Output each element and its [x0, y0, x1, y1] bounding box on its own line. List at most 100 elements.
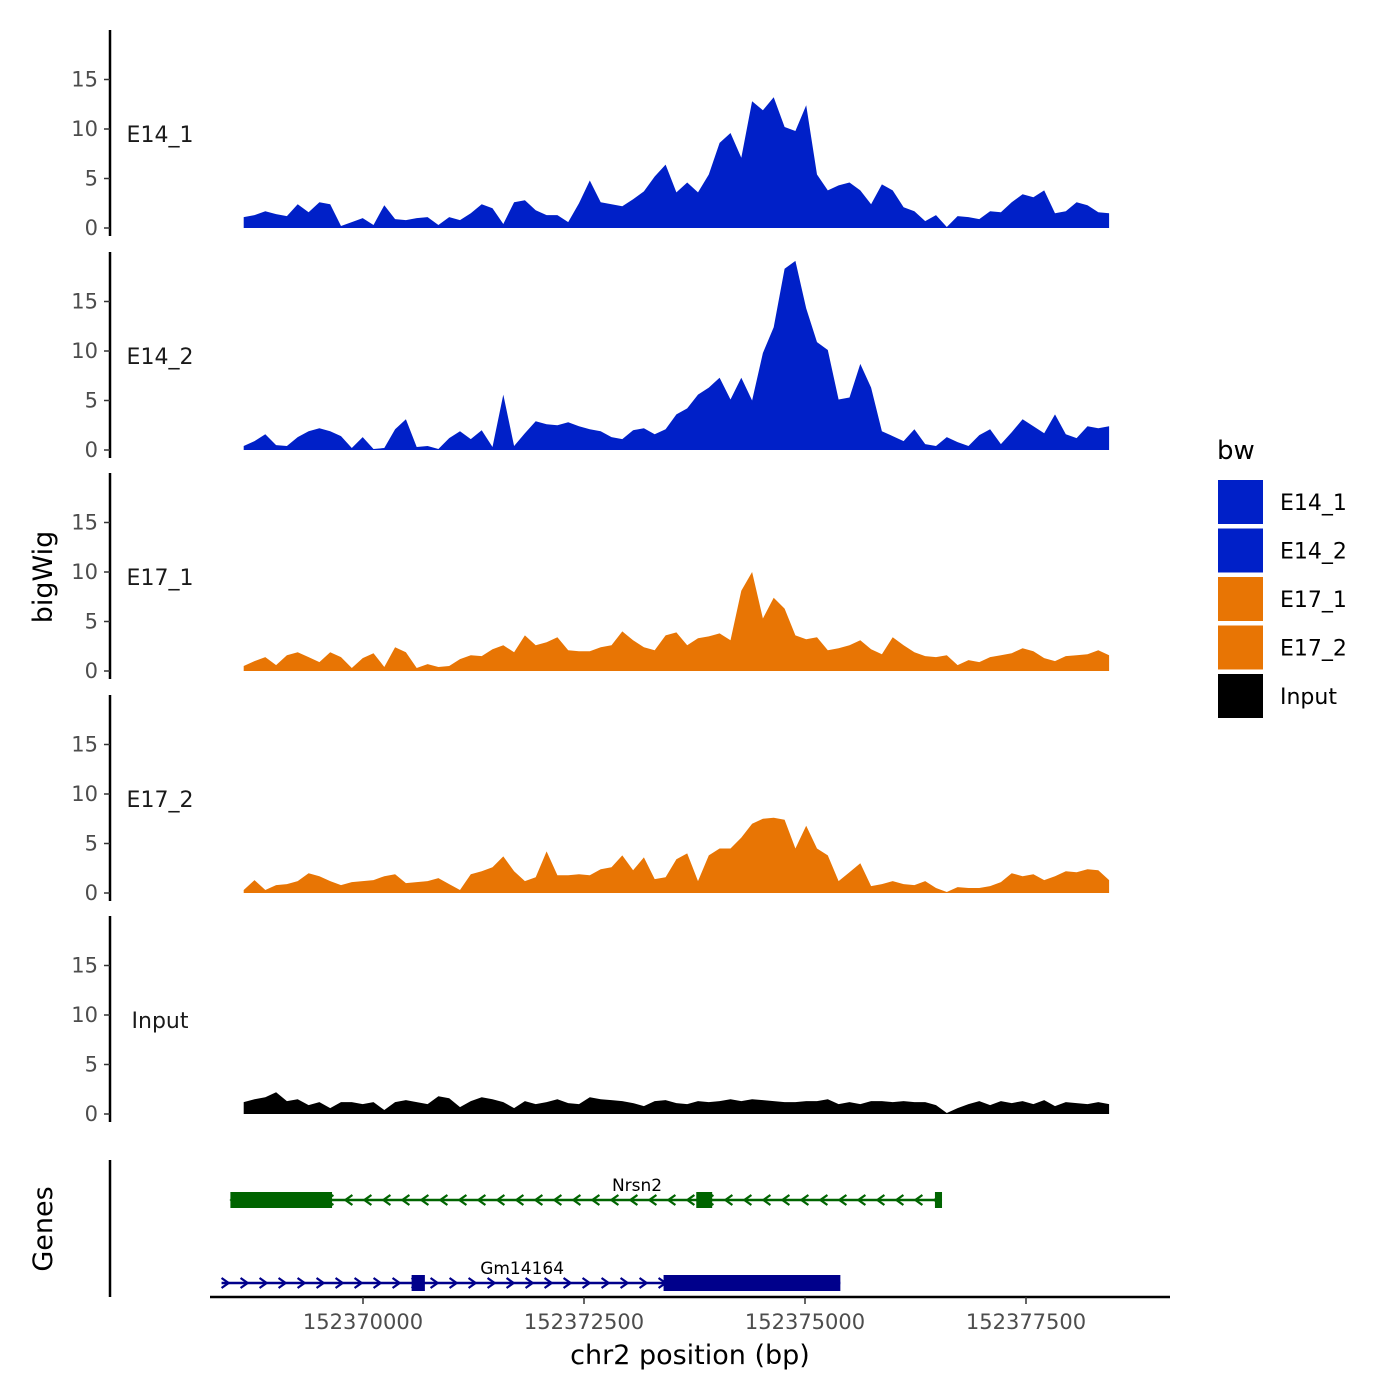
strand-arrow [799, 1194, 810, 1206]
y-tick-label: 5 [85, 610, 98, 634]
strand-arrow [533, 1194, 544, 1206]
x-tick-label: 152375000 [745, 1310, 865, 1334]
y-tick-label: 0 [85, 1102, 98, 1126]
track-label: E17_1 [127, 566, 194, 591]
y-tick-label: 0 [85, 216, 98, 240]
strand-arrow [438, 1194, 449, 1206]
track-label: E14_1 [127, 123, 194, 148]
track-label: Input [132, 1009, 189, 1034]
track-panel: 0 5 10 15 E17_2 [71, 695, 1110, 905]
strand-arrow [875, 1194, 886, 1206]
strand-arrow [362, 1194, 373, 1206]
gene-label: Nrsn2 [612, 1176, 662, 1196]
strand-arrow [818, 1194, 829, 1206]
gene-exon [230, 1192, 333, 1208]
y-tick-label: 15 [71, 290, 98, 314]
strand-arrow [524, 1277, 535, 1289]
strand-arrow [600, 1277, 611, 1289]
strand-arrow [666, 1194, 677, 1206]
strand-arrow [495, 1194, 506, 1206]
strand-arrow [571, 1194, 582, 1206]
strand-arrow [913, 1194, 924, 1206]
gene-model: Gm14164 [220, 1259, 841, 1291]
bigwig-tracks: 0 5 10 15 E14_1 0 5 10 15 E14_2 0 5 10 15 E17_1 0 5 10 15 E… [71, 30, 1110, 1126]
legend-swatch [1218, 674, 1263, 718]
strand-arrow [609, 1194, 620, 1206]
gene-exon [934, 1192, 943, 1208]
strand-arrow [619, 1277, 630, 1289]
gene-exon [696, 1192, 713, 1208]
y-tick-label: 10 [71, 117, 98, 141]
y-tick-label: 5 [85, 1053, 98, 1077]
strand-arrow [476, 1194, 487, 1206]
strand-arrow [343, 1194, 354, 1206]
legend-label: E14_1 [1280, 491, 1347, 516]
legend-swatch [1218, 528, 1263, 573]
gene-track: Gm14164 Nrsn2 [108, 1160, 943, 1297]
strand-arrow [381, 1194, 392, 1206]
track-label: E17_2 [127, 788, 194, 813]
strand-arrow [258, 1277, 269, 1289]
x-axis: 152370000 152372500 152375000 152377500 [210, 1295, 1170, 1334]
strand-arrow [514, 1194, 525, 1206]
strand-arrow [457, 1194, 468, 1206]
y-tick-label: 5 [85, 389, 98, 413]
legend-label: E17_1 [1280, 588, 1347, 613]
strand-arrow [894, 1194, 905, 1206]
track-panel: 0 5 10 15 E14_1 [71, 30, 1110, 240]
strand-arrow [723, 1194, 734, 1206]
signal-area [243, 260, 1110, 450]
strand-arrow [647, 1194, 658, 1206]
x-tick-label: 152377500 [966, 1310, 1086, 1334]
strand-arrow [419, 1194, 430, 1206]
strand-arrow [742, 1194, 753, 1206]
y-tick-label: 15 [71, 68, 98, 92]
strand-arrow [429, 1277, 440, 1289]
signal-area [243, 1092, 1110, 1114]
strand-arrow [296, 1277, 307, 1289]
strand-arrow [590, 1194, 601, 1206]
strand-arrow [562, 1277, 573, 1289]
y-tick-label: 15 [71, 954, 98, 978]
strand-arrow [638, 1277, 649, 1289]
legend-label: E17_2 [1280, 637, 1347, 662]
strand-arrow [486, 1277, 497, 1289]
track-panel: 0 5 10 15 Input [71, 916, 1110, 1126]
track-label: E14_2 [127, 345, 194, 370]
y-tick-label: 0 [85, 659, 98, 683]
strand-arrow [467, 1277, 478, 1289]
strand-arrow [277, 1277, 288, 1289]
y-tick-label: 15 [71, 511, 98, 535]
track-panel: 0 5 10 15 E14_2 [71, 252, 1110, 462]
y-tick-label: 5 [85, 832, 98, 856]
y-tick-label: 10 [71, 339, 98, 363]
strand-arrow [448, 1277, 459, 1289]
strand-arrow [239, 1277, 250, 1289]
gene-exon [411, 1275, 425, 1291]
y-tick-label: 10 [71, 1003, 98, 1027]
strand-arrow [353, 1277, 364, 1289]
strand-arrow [543, 1277, 554, 1289]
signal-area [243, 572, 1110, 671]
gene-track-title: Genes [28, 1186, 59, 1271]
y-tick-label: 5 [85, 167, 98, 191]
legend-title: bw [1217, 436, 1255, 466]
legend-label: E14_2 [1280, 540, 1347, 565]
legend-swatch [1218, 480, 1263, 524]
strand-arrow [552, 1194, 563, 1206]
gene-model: Nrsn2 [229, 1176, 943, 1208]
legend-swatch [1218, 625, 1263, 670]
y-tick-label: 10 [71, 560, 98, 584]
strand-arrow [761, 1194, 772, 1206]
strand-arrow [581, 1277, 592, 1289]
strand-arrow [505, 1277, 516, 1289]
strand-arrow [780, 1194, 791, 1206]
strand-arrow [315, 1277, 326, 1289]
signal-area [243, 817, 1110, 893]
legend-label: Input [1280, 685, 1337, 710]
strand-arrow [837, 1194, 848, 1206]
y-tick-label: 15 [71, 733, 98, 757]
y-tick-label: 10 [71, 782, 98, 806]
track-panel: 0 5 10 15 E17_1 [71, 473, 1110, 683]
